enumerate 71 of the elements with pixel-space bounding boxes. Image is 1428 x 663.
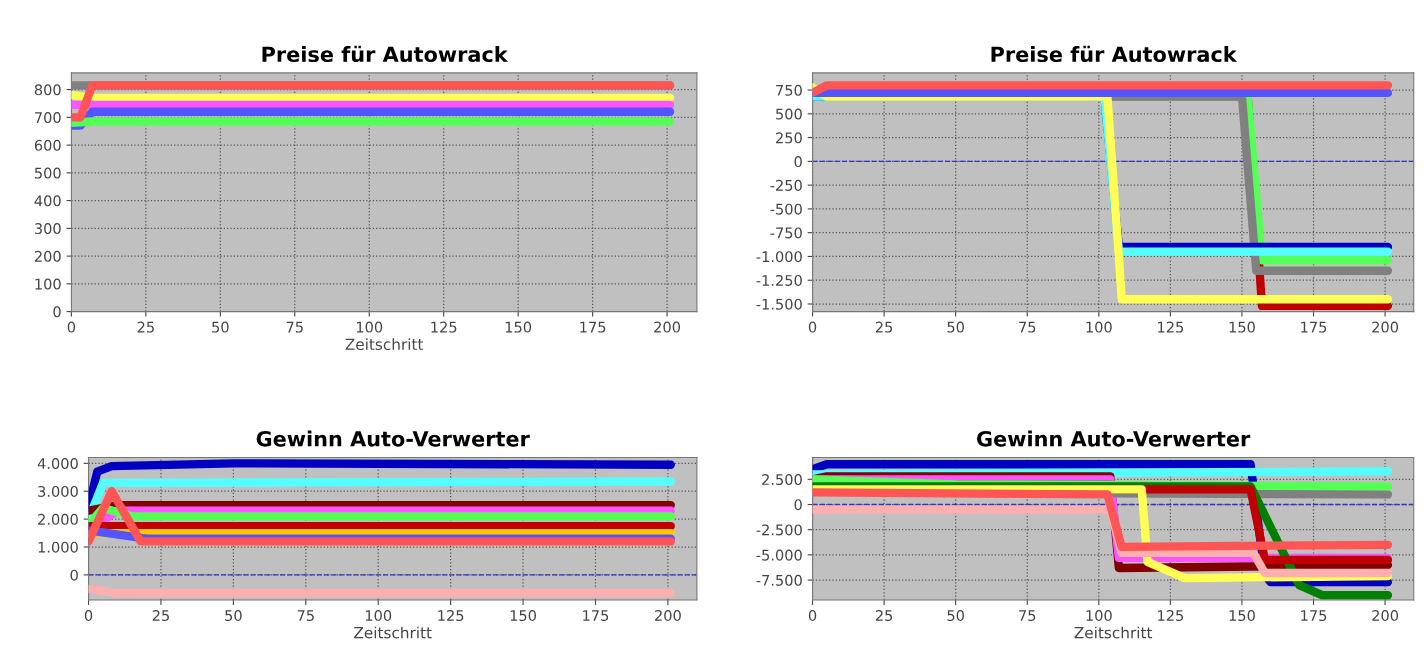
x-tick-label: 200 — [1372, 321, 1399, 333]
x-tick-label: 50 — [947, 609, 964, 622]
y-tick-label: 250 — [776, 132, 802, 144]
x-tick-label: 200 — [1372, 609, 1399, 622]
y-tick-label: -500 — [770, 203, 802, 215]
y-tick-label: -1.000 — [756, 251, 802, 263]
y-tick-label: 500 — [776, 108, 802, 120]
x-tick-label: 150 — [1229, 609, 1255, 622]
y-tick-label: 0 — [53, 306, 61, 318]
y-tick-label: -1.250 — [756, 274, 802, 286]
x-tick-label: 25 — [875, 609, 893, 622]
x-tick-label: 25 — [875, 321, 893, 333]
x-tick-label: 50 — [225, 609, 242, 622]
y-tick-label: -7.500 — [756, 574, 802, 586]
y-tick-label: 700 — [35, 112, 61, 124]
y-tick-label: 2.000 — [38, 513, 78, 525]
y-tick-label: 750 — [776, 84, 802, 96]
y-tick-label: -750 — [770, 227, 802, 239]
y-tick-label: 1.000 — [38, 541, 78, 553]
y-tick-label: 300 — [34, 223, 61, 235]
y-tick-label: -250 — [770, 179, 802, 191]
x-tick-label: 75 — [1019, 610, 1036, 622]
y-tick-label: 0 — [794, 156, 802, 168]
x-tick-label: 175 — [583, 610, 609, 622]
y-tick-label: 500 — [34, 167, 61, 179]
x-tick-label: 0 — [808, 609, 817, 622]
x-tick-label: 75 — [286, 321, 303, 333]
x-tick-label: 150 — [1229, 321, 1255, 333]
y-tick-label: 0 — [70, 569, 78, 581]
x-tick-label: 75 — [297, 610, 314, 622]
x-tick-label: 0 — [808, 321, 817, 333]
y-tick-label: -2.500 — [756, 524, 802, 536]
x-tick-label: 100 — [356, 321, 383, 333]
y-tick-label: 100 — [35, 278, 61, 290]
chart-title: Gewinn Auto-Verwerter — [256, 430, 530, 447]
x-tick-label: 50 — [212, 321, 229, 333]
x-axis-title: Zeitschritt — [1074, 626, 1153, 639]
y-tick-label: 3.000 — [38, 485, 78, 497]
chart-title: Preise für Autowrack — [262, 45, 509, 63]
x-tick-label: 0 — [84, 609, 93, 622]
y-tick-label: 400 — [34, 195, 61, 207]
x-tick-label: 50 — [947, 321, 964, 333]
x-tick-label: 175 — [1301, 321, 1327, 333]
x-tick-label: 150 — [510, 609, 536, 622]
x-tick-label: 100 — [1086, 321, 1112, 333]
x-tick-label: 100 — [1086, 609, 1112, 622]
x-tick-label: 125 — [438, 609, 464, 622]
x-tick-label: 200 — [655, 609, 681, 622]
y-tick-label: 800 — [34, 84, 61, 96]
x-tick-label: 150 — [505, 321, 532, 333]
x-tick-label: 125 — [431, 321, 457, 333]
x-tick-label: 125 — [1158, 321, 1184, 333]
x-tick-label: 100 — [365, 609, 392, 622]
y-tick-label: 4.000 — [37, 458, 78, 470]
x-tick-label: 25 — [137, 321, 154, 333]
y-tick-label: -5.000 — [756, 549, 802, 561]
x-axis-title: Zeitschritt — [345, 338, 424, 351]
x-tick-label: 75 — [1019, 321, 1036, 333]
y-tick-label: 600 — [34, 139, 61, 151]
x-axis-title: Zeitschritt — [354, 626, 432, 639]
x-tick-label: 200 — [654, 321, 681, 333]
x-tick-label: 175 — [1301, 610, 1327, 622]
chart-title: Gewinn Auto-Verwerter — [977, 430, 1251, 447]
x-tick-label: 175 — [580, 321, 606, 333]
y-tick-label: 200 — [34, 250, 61, 262]
y-tick-label: 0 — [794, 499, 802, 511]
x-tick-label: 125 — [1158, 609, 1184, 622]
chart-title: Preise für Autowrack — [991, 45, 1238, 63]
x-tick-label: 25 — [152, 609, 169, 622]
y-tick-label: -1.500 — [756, 298, 802, 310]
y-tick-label: 2.500 — [762, 474, 802, 486]
